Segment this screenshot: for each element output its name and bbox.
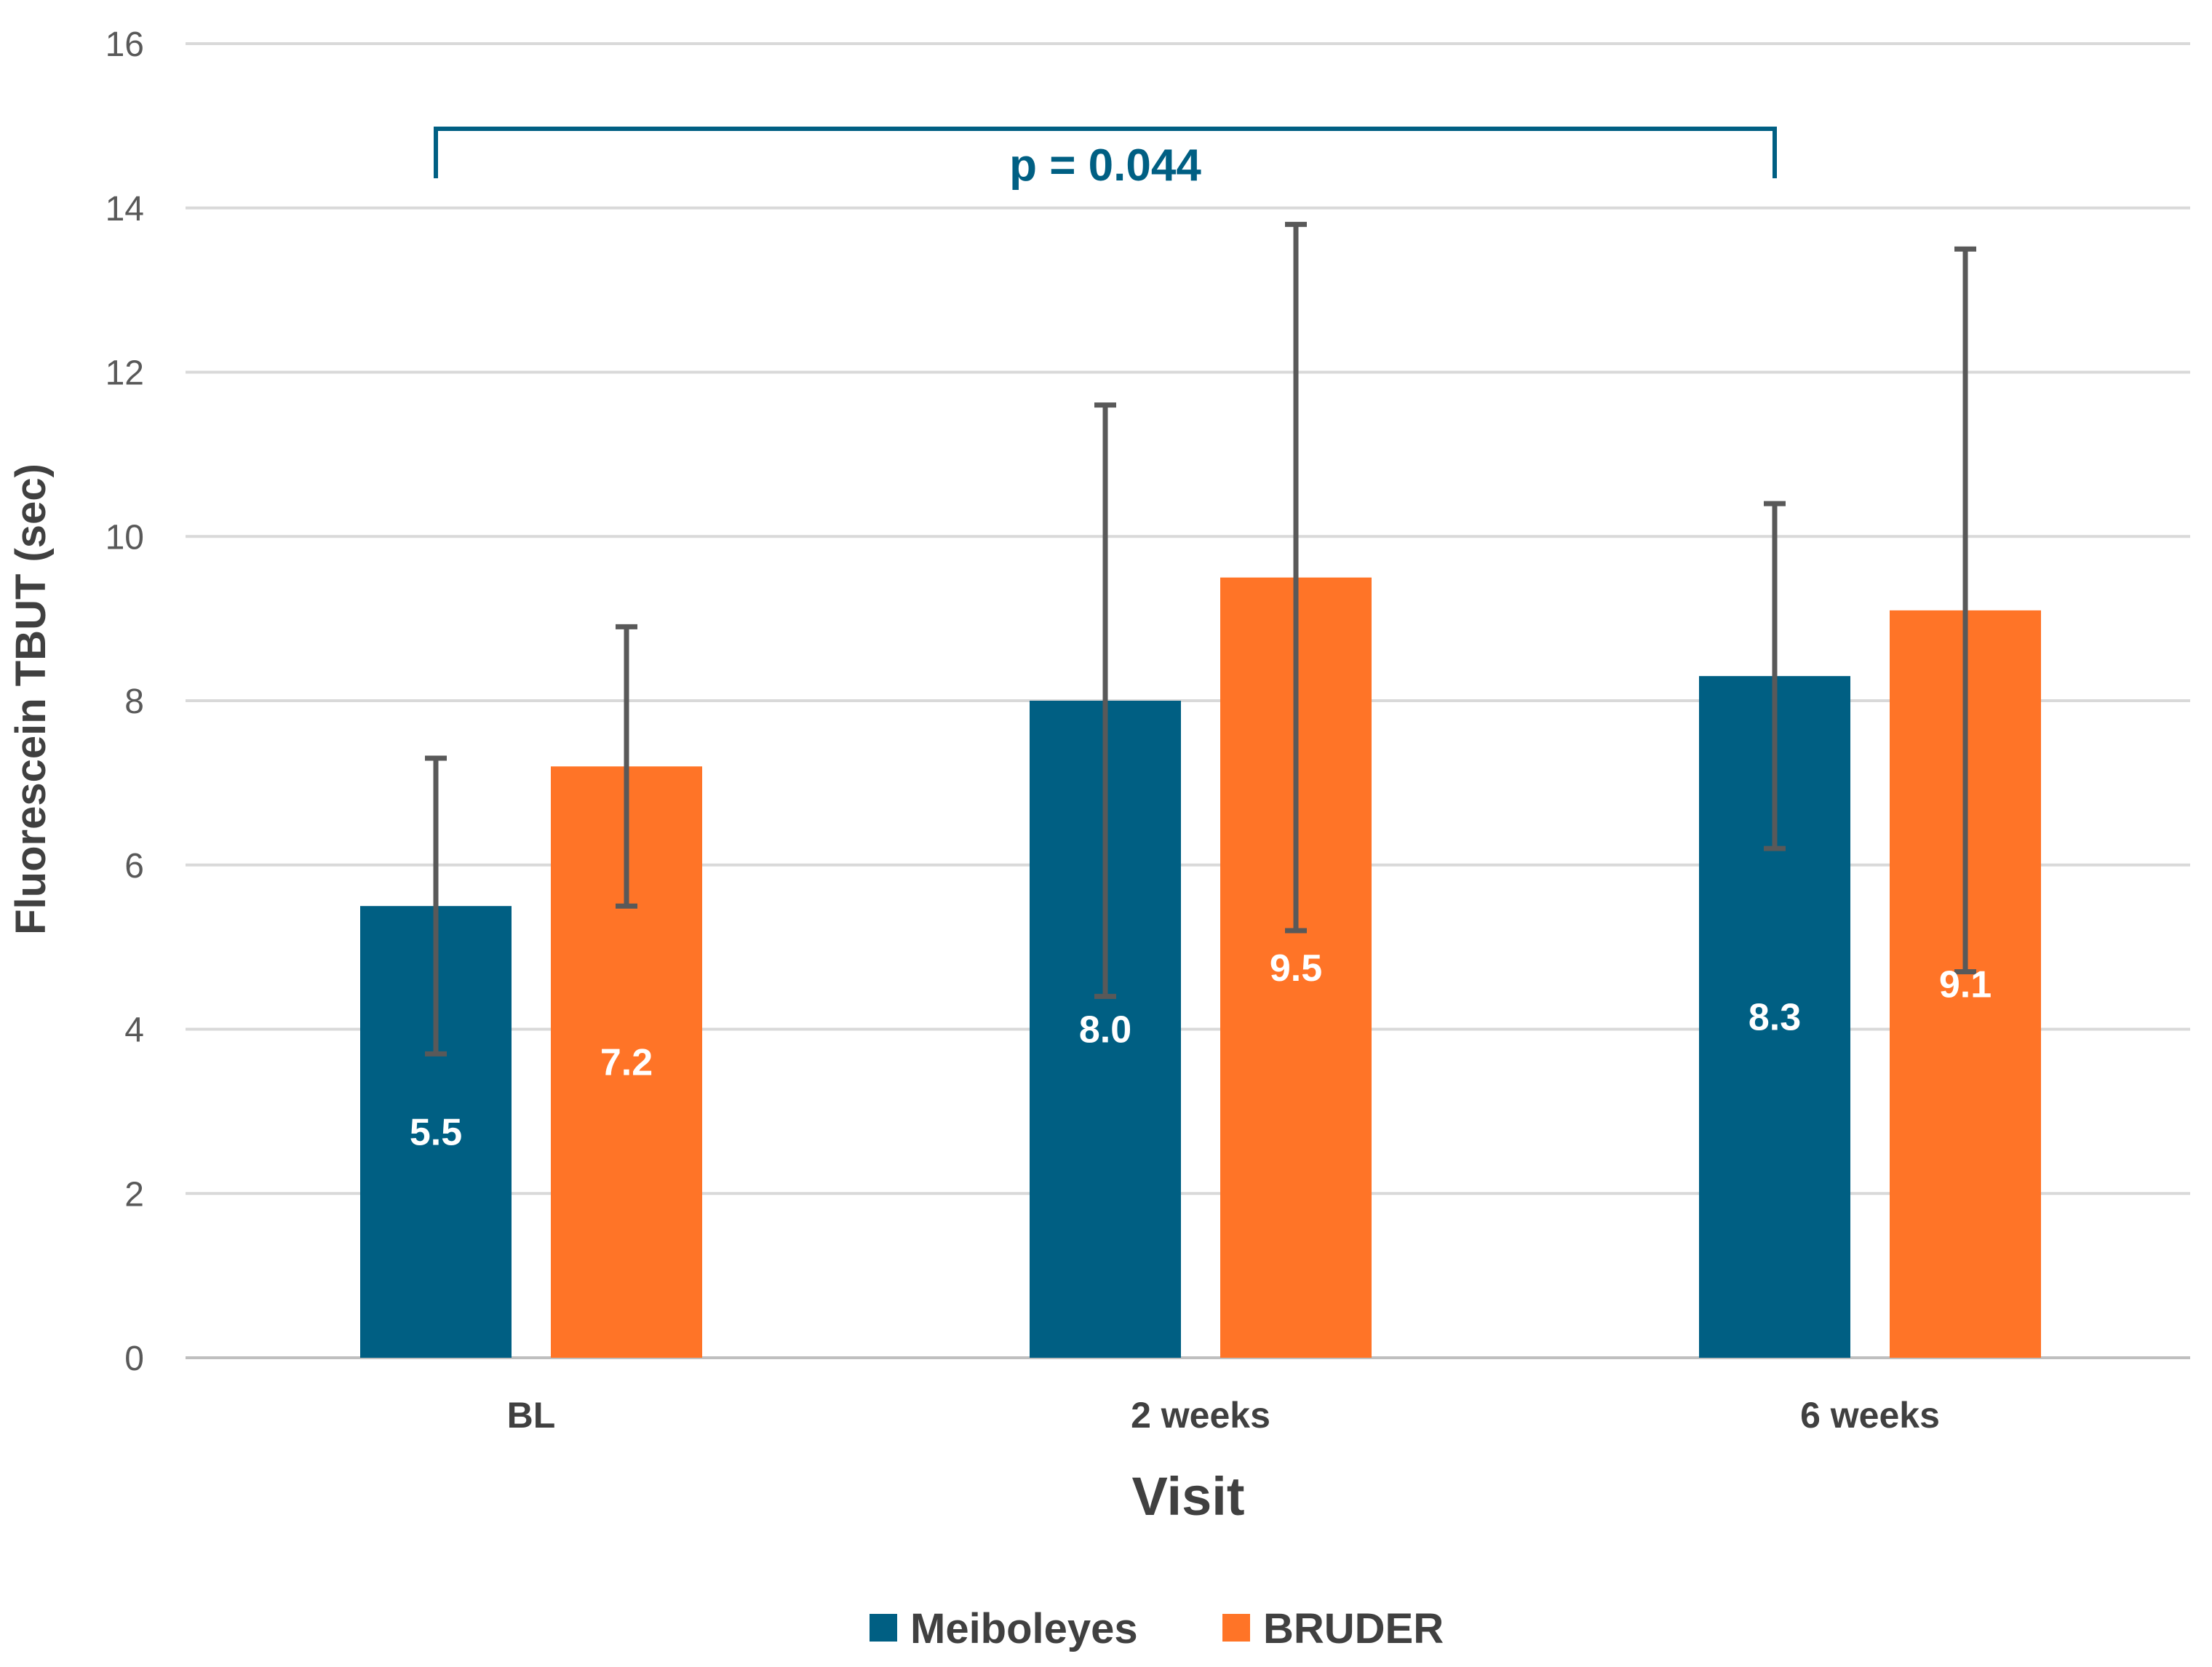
- legend-label: BRUDER: [1263, 1605, 1444, 1652]
- gridlines: [186, 42, 2190, 1359]
- data-label: 8.3: [1748, 997, 1801, 1039]
- y-tick-label: 12: [106, 354, 144, 393]
- legend: Meiboleyes BRUDER: [870, 1605, 1444, 1652]
- significance-annotation: p = 0.044: [434, 127, 1777, 191]
- y-tick-label: 10: [106, 518, 144, 557]
- y-tick-label: 2: [124, 1175, 144, 1214]
- data-label: 9.1: [1939, 963, 1992, 1006]
- data-label: 7.2: [600, 1042, 653, 1084]
- data-label: 8.0: [1079, 1009, 1131, 1051]
- y-axis-ticks: 0 2 4 6 8 10 12 14 16: [106, 25, 144, 1378]
- x-tick-label: 6 weeks: [1800, 1395, 1940, 1436]
- data-label: 5.5: [410, 1112, 462, 1154]
- p-value-label: p = 0.044: [1009, 140, 1201, 191]
- bars: [360, 577, 2041, 1358]
- y-tick-label: 6: [124, 847, 144, 886]
- x-tick-label: BL: [507, 1395, 556, 1436]
- error-bars: [425, 221, 1976, 1057]
- significance-bracket: [434, 127, 1777, 178]
- legend-swatch-meiboleyes: [870, 1614, 897, 1642]
- legend-label: Meiboleyes: [910, 1605, 1138, 1652]
- y-tick-label: 4: [124, 1011, 144, 1050]
- y-tick-label: 14: [106, 190, 144, 228]
- x-axis-categories: BL 2 weeks 6 weeks: [507, 1395, 1940, 1436]
- y-tick-label: 8: [124, 683, 144, 721]
- x-tick-label: 2 weeks: [1131, 1395, 1270, 1436]
- data-label: 9.5: [1270, 947, 1322, 990]
- y-axis-title: Fluorescein TBUT (sec): [7, 464, 55, 935]
- data-labels: 5.5 8.0 8.3 7.2 9.5 9.1: [410, 947, 1992, 1154]
- y-tick-label: 16: [106, 25, 144, 64]
- y-tick-label: 0: [124, 1340, 144, 1378]
- x-axis-title: Visit: [1132, 1466, 1245, 1527]
- legend-swatch-bruder: [1222, 1614, 1250, 1642]
